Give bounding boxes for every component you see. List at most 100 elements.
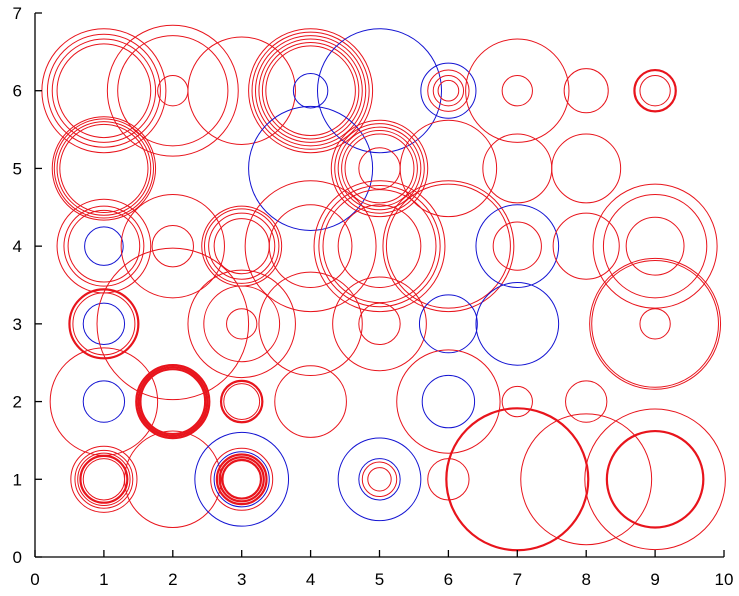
circle-point-31 — [334, 123, 425, 214]
circle-point-35 — [358, 147, 401, 190]
circle-point-67 — [187, 269, 296, 379]
circle-point-12 — [261, 41, 360, 140]
circle-point-0 — [41, 28, 167, 154]
circle-point-23 — [633, 68, 677, 113]
y-tick-label-5: 5 — [13, 159, 22, 178]
circle-point-107 — [445, 407, 590, 552]
circle-point-46 — [203, 208, 280, 284]
circle-point-63 — [68, 288, 140, 360]
circle-point-109 — [584, 408, 726, 551]
circle-point-94 — [82, 458, 126, 501]
circle-point-3 — [56, 43, 152, 139]
circle-point-110 — [605, 429, 705, 529]
circle-point-58 — [492, 221, 542, 271]
circle-point-88 — [501, 385, 533, 418]
circle-point-65 — [82, 302, 126, 346]
circle-point-6 — [157, 75, 189, 107]
circle-point-43 — [120, 193, 225, 299]
circle-point-79 — [82, 380, 126, 423]
x-tick-label-4: 4 — [306, 570, 315, 589]
circle-point-68 — [203, 285, 281, 363]
circle-point-40 — [63, 205, 145, 287]
circle-point-76 — [591, 259, 719, 388]
circle-point-77 — [639, 308, 671, 340]
circle-point-51 — [313, 180, 446, 313]
circle-point-62 — [625, 216, 685, 276]
circle-point-13 — [265, 45, 356, 136]
circle-point-70 — [258, 271, 363, 377]
y-tick-label-1: 1 — [13, 470, 22, 489]
circle-point-98 — [213, 451, 270, 508]
circle-point-21 — [501, 75, 533, 107]
circle-point-82 — [139, 368, 207, 436]
circle-point-42 — [84, 226, 124, 266]
x-tick-label-2: 2 — [168, 570, 177, 589]
circle-point-44 — [151, 224, 194, 268]
circle-point-103 — [358, 458, 401, 501]
x-tick-label-0: 0 — [30, 570, 39, 589]
circle-point-26 — [53, 118, 155, 219]
circle-point-104 — [361, 461, 398, 498]
circle-point-57 — [475, 204, 560, 288]
y-tick-label-0: 0 — [13, 548, 22, 567]
circle-point-61 — [602, 193, 708, 299]
x-axis-ticks: 0 1 2 3 4 5 6 7 8 9 10 — [30, 550, 733, 589]
circle-point-17 — [427, 69, 470, 112]
circle-point-85 — [274, 365, 347, 438]
circle-point-22 — [563, 68, 609, 114]
circle-point-1 — [46, 33, 161, 148]
x-tick-label-3: 3 — [237, 570, 246, 589]
circle-point-29 — [248, 105, 374, 231]
circle-point-80 — [135, 363, 211, 440]
circle-point-55 — [382, 180, 515, 313]
y-tick-label-2: 2 — [13, 393, 22, 412]
circle-point-100 — [218, 456, 265, 503]
circle-point-5 — [117, 35, 229, 147]
circle-point-71 — [332, 276, 427, 372]
circle-point-69 — [226, 308, 258, 340]
circle-point-18 — [432, 75, 465, 107]
circle-point-60 — [592, 183, 718, 309]
circle-point-32 — [337, 126, 422, 211]
circle-point-83 — [219, 379, 264, 424]
circle-point-14 — [292, 72, 329, 109]
circle-point-30 — [330, 119, 429, 218]
circle-point-33 — [341, 130, 418, 207]
circle-point-92 — [77, 452, 131, 506]
x-tick-label-10: 10 — [715, 570, 734, 589]
circle-point-10 — [254, 35, 367, 147]
circle-point-36 — [399, 119, 498, 218]
circle-marks — [41, 24, 726, 552]
circle-point-11 — [258, 38, 363, 143]
circle-point-4 — [106, 24, 239, 157]
y-axis-ticks: 0 1 2 3 4 5 6 7 — [13, 4, 42, 567]
circle-point-37 — [482, 133, 553, 204]
circle-point-28 — [59, 123, 149, 214]
circle-point-87 — [421, 374, 476, 429]
circle-point-19 — [437, 79, 460, 102]
circle-point-27 — [56, 121, 152, 216]
y-tick-label-7: 7 — [13, 4, 22, 23]
circle-point-7 — [187, 36, 296, 145]
circle-point-2 — [51, 38, 157, 143]
circle-point-59 — [552, 212, 620, 280]
circle-point-24 — [639, 75, 671, 107]
circle-point-101 — [221, 458, 263, 500]
circle-point-34 — [344, 133, 415, 204]
circle-point-56 — [385, 183, 511, 309]
circle-point-53 — [322, 189, 437, 304]
y-tick-label-4: 4 — [13, 237, 22, 256]
circle-point-84 — [223, 383, 261, 420]
circle-point-41 — [67, 209, 141, 283]
circle-point-38 — [551, 133, 622, 204]
circle-point-95 — [124, 430, 222, 529]
x-tick-label-1: 1 — [99, 570, 108, 589]
circle-point-97 — [210, 447, 274, 511]
circle-point-93 — [79, 454, 129, 504]
circle-point-49 — [244, 180, 377, 313]
x-tick-label-6: 6 — [444, 570, 453, 589]
circle-point-91 — [74, 449, 134, 509]
circle-point-20 — [465, 38, 570, 143]
circle-point-9 — [251, 31, 370, 150]
